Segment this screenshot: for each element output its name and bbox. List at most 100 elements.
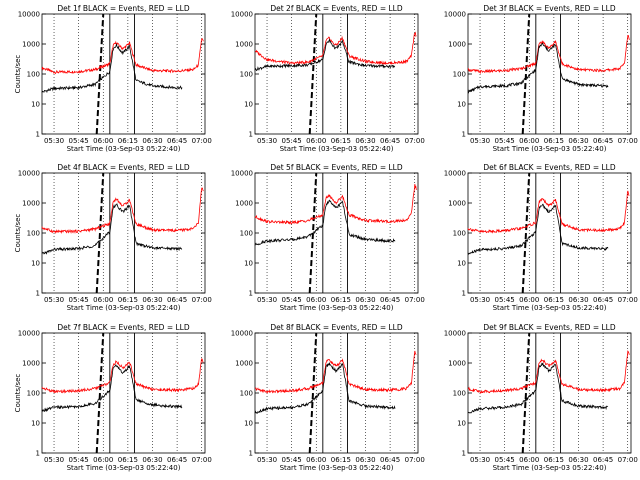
- y-tick-label: 10000: [444, 330, 466, 338]
- y-tick-label: 10: [457, 260, 466, 268]
- y-tick-label: 100: [240, 230, 253, 238]
- panel-title: Det 5f BLACK = Events, RED = LLD: [270, 163, 403, 172]
- x-tick-label: 05:45: [69, 137, 89, 145]
- x-tick-label: 05:30: [470, 296, 490, 304]
- lld-series-line: [467, 190, 630, 234]
- detector-panel: 05:30 05:45 06:00 06:15 06:30 06:45 07:00 1 10 10…: [14, 323, 212, 472]
- x-tick-label: 07:00: [618, 296, 638, 304]
- y-tick-label: 1: [462, 290, 466, 298]
- y-tick-label: 10000: [18, 170, 40, 178]
- x-axis-label: Start Time (03-Sep-03 05:22:40): [280, 145, 394, 153]
- detector-panel: 05:30 05:45 06:00 06:15 06:30 06:45 07:00 1 10 10…: [444, 323, 638, 472]
- x-tick-label: 06:30: [142, 456, 162, 464]
- x-axis-label: Start Time (03-Sep-03 05:22:40): [67, 304, 181, 312]
- x-tick-label: 06:30: [142, 296, 162, 304]
- x-tick-label: 07:00: [405, 456, 425, 464]
- lld-series-line: [41, 187, 204, 235]
- x-tick-label: 06:15: [118, 137, 138, 145]
- x-tick-label: 05:45: [282, 296, 302, 304]
- x-axis-label: Start Time (03-Sep-03 05:22:40): [493, 304, 607, 312]
- x-tick-label: 06:00: [519, 137, 539, 145]
- y-tick-label: 1000: [22, 200, 40, 208]
- x-tick-label: 05:45: [495, 296, 515, 304]
- x-tick-label: 06:30: [142, 137, 162, 145]
- events-series-line: [467, 362, 609, 414]
- x-tick-label: 06:15: [331, 296, 351, 304]
- lld-series-line: [467, 350, 630, 394]
- plot-frame: [254, 172, 419, 294]
- x-tick-label: 06:45: [380, 456, 400, 464]
- x-tick-label: 07:00: [405, 296, 425, 304]
- y-tick-label: 10000: [231, 330, 253, 338]
- y-tick-label: 1: [462, 131, 466, 139]
- x-tick-label: 07:00: [618, 456, 638, 464]
- plot-frame: [467, 332, 632, 454]
- plot-frame: [467, 13, 632, 135]
- panel-title: Det 9f BLACK = Events, RED = LLD: [483, 323, 616, 332]
- x-tick-label: 06:15: [544, 137, 564, 145]
- events-series-line: [41, 364, 183, 413]
- x-tick-label: 06:15: [118, 456, 138, 464]
- x-axis-label: Start Time (03-Sep-03 05:22:40): [67, 145, 181, 153]
- plot-frame: [254, 332, 419, 454]
- lld-series-line: [41, 357, 204, 394]
- x-tick-label: 06:30: [568, 296, 588, 304]
- y-tick-label: 10000: [444, 11, 466, 19]
- y-tick-label: 10: [31, 260, 40, 268]
- detector-panel: 05:30 05:45 06:00 06:15 06:30 06:45 07:00 1 10 10…: [231, 323, 425, 472]
- y-tick-label: 1: [462, 450, 466, 458]
- y-tick-label: 100: [27, 71, 40, 79]
- x-tick-label: 07:00: [192, 137, 212, 145]
- dashed-marker-line: [308, 172, 318, 294]
- y-tick-label: 100: [240, 71, 253, 79]
- dashed-marker-line: [95, 13, 105, 135]
- dashed-marker-line: [308, 332, 318, 454]
- y-tick-label: 100: [240, 390, 253, 398]
- x-axis-label: Start Time (03-Sep-03 05:22:40): [493, 145, 607, 153]
- x-axis-label: Start Time (03-Sep-03 05:22:40): [280, 304, 394, 312]
- x-tick-label: 05:30: [470, 137, 490, 145]
- y-tick-label: 10: [457, 420, 466, 428]
- y-tick-label: 10000: [444, 170, 466, 178]
- y-tick-label: 10000: [231, 170, 253, 178]
- x-tick-label: 06:00: [93, 296, 113, 304]
- x-tick-label: 05:45: [495, 137, 515, 145]
- y-tick-label: 10000: [231, 11, 253, 19]
- x-tick-label: 05:45: [495, 456, 515, 464]
- y-tick-label: 1: [249, 450, 253, 458]
- events-series-line: [467, 203, 609, 256]
- y-axis-label: Counts/sec: [14, 214, 22, 253]
- y-tick-label: 10: [31, 420, 40, 428]
- x-tick-label: 06:00: [306, 296, 326, 304]
- detector-panel: 05:30 05:45 06:00 06:15 06:30 06:45 07:00 1 10 10…: [14, 4, 212, 153]
- panel-title: Det 3f BLACK = Events, RED = LLD: [483, 4, 616, 13]
- x-tick-label: 07:00: [192, 296, 212, 304]
- panel-title: Det 7f BLACK = Events, RED = LLD: [57, 323, 190, 332]
- x-tick-label: 06:30: [568, 137, 588, 145]
- x-axis-label: Start Time (03-Sep-03 05:22:40): [67, 464, 181, 472]
- y-tick-label: 10000: [18, 330, 40, 338]
- x-tick-label: 06:00: [306, 137, 326, 145]
- x-tick-label: 05:30: [257, 296, 277, 304]
- x-tick-label: 06:00: [93, 456, 113, 464]
- x-axis-label: Start Time (03-Sep-03 05:22:40): [493, 464, 607, 472]
- dashed-marker-line: [308, 13, 318, 135]
- y-tick-label: 1: [249, 131, 253, 139]
- x-tick-label: 05:30: [257, 456, 277, 464]
- x-tick-label: 07:00: [618, 137, 638, 145]
- plot-frame: [41, 13, 206, 135]
- y-tick-label: 1: [249, 290, 253, 298]
- x-axis-label: Start Time (03-Sep-03 05:22:40): [280, 464, 394, 472]
- events-series-line: [254, 199, 396, 246]
- plot-frame: [41, 332, 206, 454]
- x-tick-label: 07:00: [405, 137, 425, 145]
- y-tick-label: 100: [27, 230, 40, 238]
- x-tick-label: 06:15: [331, 137, 351, 145]
- dashed-marker-line: [521, 172, 531, 294]
- lld-series-line: [254, 183, 417, 225]
- y-tick-label: 100: [453, 390, 466, 398]
- x-tick-label: 05:30: [44, 456, 64, 464]
- x-tick-label: 06:45: [167, 137, 187, 145]
- x-tick-label: 06:45: [593, 296, 613, 304]
